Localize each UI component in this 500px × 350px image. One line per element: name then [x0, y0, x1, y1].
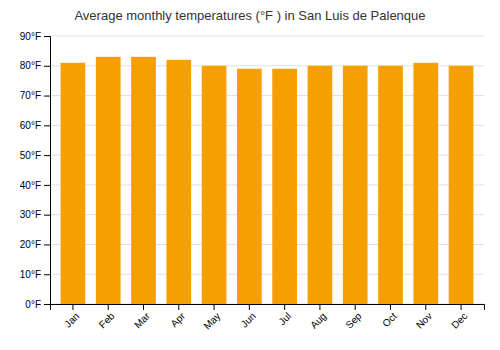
x-tick-label: May — [201, 310, 222, 331]
x-axis: Jan Feb Mar Apr May Jun Jul Aug Sep Oct Nov Dec — [51, 304, 485, 332]
y-tick-label: 70°F — [20, 90, 41, 101]
x-tick-label: Sep — [343, 310, 364, 331]
y-tick: 10°F — [20, 269, 50, 280]
y-tick-label: 30°F — [20, 209, 41, 220]
y-axis-line — [44, 37, 51, 305]
x-tick-label: Apr — [168, 310, 187, 329]
y-tick-label: 0°F — [25, 299, 41, 310]
y-tick-label: 50°F — [20, 150, 41, 161]
y-tick: 0°F — [25, 299, 50, 310]
y-tick-label: 10°F — [20, 269, 41, 280]
bar — [378, 66, 403, 304]
y-tick-mark — [44, 96, 50, 97]
plot-area: 0°F 10°F 20°F 30°F 40°F 50°F 60°F 70°F 80°F 90°F J… — [20, 31, 485, 332]
x-tick-label: Mar — [132, 310, 152, 330]
x-tick-mark — [390, 304, 391, 310]
bar — [272, 69, 297, 304]
chart-svg: 0°F 10°F 20°F 30°F 40°F 50°F 60°F 70°F 80°F 90°F J… — [0, 0, 500, 350]
y-tick: 40°F — [20, 180, 50, 191]
x-tick-mark — [178, 304, 179, 310]
x-tick-label: Oct — [380, 310, 399, 329]
y-tick-mark — [44, 215, 50, 216]
chart-container: 0°F 10°F 20°F 30°F 40°F 50°F 60°F 70°F 80°F 90°F J… — [0, 0, 500, 350]
x-tick-mark — [108, 304, 109, 310]
bar — [61, 63, 86, 304]
x-tick: Jan — [62, 304, 81, 330]
x-tick-label: Jan — [62, 310, 81, 329]
x-tick-mark — [249, 304, 250, 310]
x-tick: Nov — [414, 304, 434, 331]
x-tick: Sep — [343, 304, 364, 331]
bars — [61, 57, 474, 304]
y-tick-mark — [44, 125, 50, 126]
x-tick-mark — [72, 304, 73, 310]
x-axis-line — [51, 305, 485, 311]
x-tick: Jul — [276, 304, 293, 327]
bar — [308, 66, 333, 304]
y-tick-label: 40°F — [20, 180, 41, 191]
x-tick-label: Feb — [97, 310, 117, 330]
x-tick: Dec — [449, 304, 469, 331]
x-tick-label: Dec — [449, 310, 469, 330]
x-tick-mark — [143, 304, 144, 310]
y-tick: 60°F — [20, 120, 50, 131]
y-tick: 30°F — [20, 209, 50, 220]
bar — [413, 63, 438, 304]
bar — [202, 66, 227, 304]
bar — [343, 66, 368, 304]
y-tick: 70°F — [20, 90, 50, 101]
y-tick-label: 60°F — [20, 120, 41, 131]
x-tick: Jun — [239, 304, 258, 330]
y-tick-mark — [44, 155, 50, 156]
x-tick-label: Aug — [308, 310, 328, 330]
y-axis: 0°F 10°F 20°F 30°F 40°F 50°F 60°F 70°F 80°F 90°F — [20, 31, 51, 310]
y-tick-mark — [44, 36, 50, 37]
y-tick-label: 20°F — [20, 239, 41, 250]
y-tick: 80°F — [20, 60, 50, 71]
y-tick: 20°F — [20, 239, 50, 250]
x-tick-mark — [214, 304, 215, 310]
x-tick: Oct — [380, 304, 399, 329]
x-tick-mark — [425, 304, 426, 310]
y-tick: 90°F — [20, 31, 50, 42]
bar — [449, 66, 474, 304]
x-tick: Apr — [168, 304, 187, 329]
grid — [50, 36, 484, 304]
bar — [237, 69, 262, 304]
bar — [96, 57, 121, 304]
x-tick-label: Nov — [414, 310, 434, 330]
y-tick: 50°F — [20, 150, 50, 161]
x-tick-mark — [461, 304, 462, 310]
x-tick-label: Jun — [239, 310, 258, 329]
x-tick-label: Jul — [276, 310, 293, 327]
x-tick-mark — [319, 304, 320, 310]
grid-line — [50, 36, 484, 37]
y-tick-mark — [44, 244, 50, 245]
bar — [166, 60, 191, 304]
x-tick: May — [201, 304, 222, 332]
chart-title: Average monthly temperatures (°F ) in Sa… — [74, 8, 425, 23]
x-tick-mark — [355, 304, 356, 310]
y-tick-mark — [44, 185, 50, 186]
bar — [131, 57, 156, 304]
x-tick: Mar — [132, 304, 152, 330]
x-tick: Feb — [97, 304, 117, 330]
y-tick-mark — [44, 66, 50, 67]
y-tick-label: 90°F — [20, 31, 41, 42]
x-tick: Aug — [308, 304, 328, 331]
y-tick-mark — [44, 274, 50, 275]
y-tick-label: 80°F — [20, 60, 41, 71]
y-tick-mark — [44, 304, 50, 305]
x-tick-mark — [284, 304, 285, 310]
